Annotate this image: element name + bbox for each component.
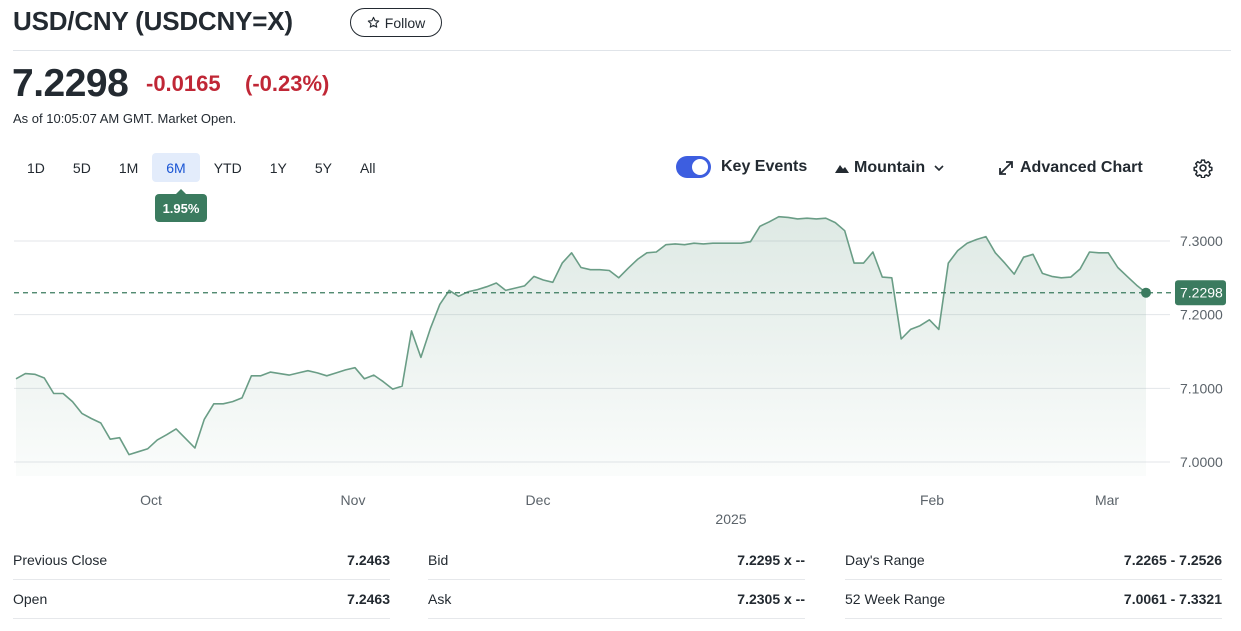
stat-52-week-range: 52 Week Range 7.0061 - 7.3321 <box>845 580 1222 619</box>
stat-value: 7.0061 - 7.3321 <box>1123 591 1222 607</box>
x-tick-label: Oct <box>140 492 162 508</box>
y-tick-label: 7.2000 <box>1180 307 1223 323</box>
stat-bid: Bid 7.2295 x -- <box>428 541 805 580</box>
tab-all[interactable]: All <box>359 159 376 176</box>
stat-ask: Ask 7.2305 x -- <box>428 580 805 619</box>
chevron-down-icon <box>934 165 944 171</box>
x-tick-label: Feb <box>920 492 944 508</box>
page-title: USD/CNY (USDCNY=X) <box>13 6 293 36</box>
y-tick-label: 7.1000 <box>1180 380 1223 396</box>
gear-icon[interactable] <box>1193 158 1213 178</box>
price-area <box>16 216 1146 476</box>
expand-arrows-icon <box>999 161 1013 175</box>
key-events-label: Key Events <box>721 158 808 175</box>
tab-ytd[interactable]: YTD <box>213 159 242 176</box>
range-tabs: 1D 5D 1M 6M YTD 1Y 5Y All <box>13 153 390 182</box>
year-label: 2025 <box>715 511 746 527</box>
mountain-icon <box>835 165 849 173</box>
header-divider <box>13 50 1231 51</box>
follow-label: Follow <box>384 14 426 31</box>
y-tick-label: 7.3000 <box>1180 233 1223 249</box>
tab-5y[interactable]: 5Y <box>314 159 332 176</box>
stat-value: 7.2463 <box>347 552 390 568</box>
price-change: -0.0165 <box>146 71 221 96</box>
key-events-toggle[interactable]: Key Events <box>676 156 807 178</box>
stat-label: Bid <box>428 552 449 568</box>
stat-label: Day's Range <box>845 552 925 568</box>
stat-value: 7.2463 <box>347 591 390 607</box>
stat-value: 7.2265 - 7.2526 <box>1123 552 1222 568</box>
price-chart[interactable]: 7.2298 7.0000 7.1000 7.2000 7.3000 Oct Nov De… <box>0 190 1241 535</box>
stat-previous-close: Previous Close 7.2463 <box>13 541 390 580</box>
stat-label: Previous Close <box>13 552 108 568</box>
x-tick-label: Nov <box>341 492 366 508</box>
tab-1y[interactable]: 1Y <box>269 159 287 176</box>
last-price-dot <box>1141 287 1151 298</box>
follow-button[interactable]: Follow <box>350 8 442 37</box>
x-tick-label: Mar <box>1095 492 1119 508</box>
tab-1m[interactable]: 1M <box>118 159 139 176</box>
x-tick-label: Dec <box>526 492 551 508</box>
tab-5d[interactable]: 5D <box>72 159 91 176</box>
stat-label: Open <box>13 591 48 607</box>
stat-value: 7.2305 x -- <box>737 591 805 607</box>
stat-open: Open 7.2463 <box>13 580 390 619</box>
chart-type-label: Mountain <box>854 159 926 176</box>
stats-col-2: Bid 7.2295 x -- Ask 7.2305 x -- <box>428 541 805 619</box>
advanced-chart-button[interactable]: Advanced Chart <box>999 156 1143 180</box>
tab-1d[interactable]: 1D <box>27 159 45 176</box>
stat-label: 52 Week Range <box>845 591 946 607</box>
stat-days-range: Day's Range 7.2265 - 7.2526 <box>845 541 1222 580</box>
stat-label: Ask <box>428 591 452 607</box>
star-icon <box>367 16 380 28</box>
quote-timestamp: As of 10:05:07 AM GMT. Market Open. <box>13 111 237 126</box>
stat-value: 7.2295 x -- <box>737 552 805 568</box>
toggle-switch[interactable] <box>676 156 711 178</box>
advanced-chart-label: Advanced Chart <box>1020 159 1143 176</box>
stats-col-1: Previous Close 7.2463 Open 7.2463 <box>13 541 390 619</box>
price-line <box>15 215 1147 456</box>
y-tick-label: 7.0000 <box>1180 454 1223 470</box>
last-price-label: 7.2298 <box>1180 285 1223 301</box>
tab-6m[interactable]: 6M <box>152 153 200 182</box>
price-change-percent: (-0.23%) <box>245 71 330 96</box>
performance-badge: 1.95% <box>155 189 207 222</box>
last-price-marker: 7.2298 <box>1175 280 1226 306</box>
chart-type-dropdown[interactable]: Mountain <box>835 156 944 180</box>
last-price-label-bg <box>1175 280 1226 306</box>
last-price: 7.2298 <box>12 62 129 105</box>
stats-col-3: Day's Range 7.2265 - 7.2526 52 Week Rang… <box>845 541 1222 619</box>
